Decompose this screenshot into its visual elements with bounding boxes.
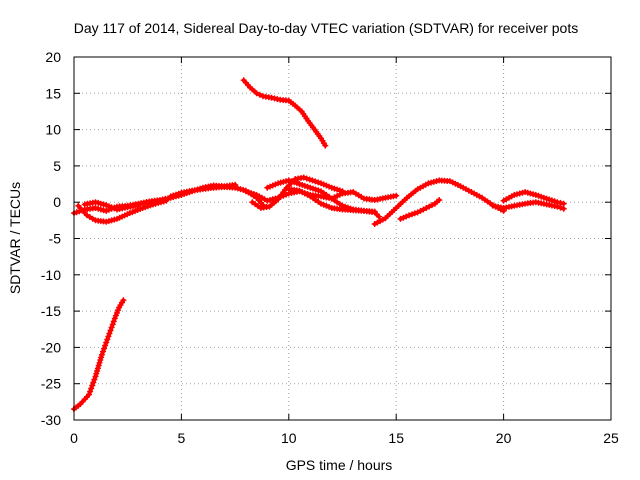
- data-point-marker: [406, 212, 413, 219]
- y-tick-label: 15: [45, 85, 61, 101]
- data-point-marker: [232, 181, 239, 188]
- data-point-marker: [274, 96, 281, 103]
- y-tick-label: 0: [53, 194, 61, 210]
- data-point-marker: [256, 91, 263, 98]
- tick-labels: 0 5 10 15 20 25 -30 -25 -20 -15 -10 -5 0 5 10 15 20: [41, 49, 619, 446]
- data-point-marker: [315, 179, 322, 186]
- series-arc-c: [81, 199, 142, 213]
- data-point-marker: [300, 174, 307, 181]
- data-point-marker: [107, 327, 114, 334]
- data-point-marker: [102, 342, 109, 349]
- data-point-marker: [101, 345, 108, 352]
- chart-title: Day 117 of 2014, Sidereal Day-to-day VTE…: [74, 20, 578, 36]
- y-tick-label: -5: [49, 231, 62, 247]
- data-point-marker: [371, 208, 378, 215]
- data-point-marker: [105, 333, 112, 340]
- data-point-marker: [100, 348, 106, 355]
- data-point-marker: [339, 188, 346, 195]
- data-point-marker: [87, 388, 94, 395]
- x-tick-label: 20: [496, 430, 512, 446]
- data-point-marker: [268, 94, 275, 101]
- data-point-marker: [303, 175, 310, 182]
- data-point-marker: [86, 391, 92, 398]
- series-trace: [241, 78, 328, 148]
- data-point-marker: [73, 209, 80, 216]
- data-point-marker: [409, 211, 415, 218]
- plot-series: [71, 77, 567, 413]
- x-tick-label: 15: [388, 430, 404, 446]
- data-point-marker: [104, 336, 111, 343]
- data-point-marker: [560, 200, 567, 207]
- data-point-marker: [88, 385, 95, 392]
- data-point-marker: [106, 330, 113, 337]
- series-arc-e: [178, 181, 239, 198]
- data-point-marker: [108, 324, 115, 331]
- data-point-marker: [309, 177, 316, 184]
- data-point-marker: [312, 178, 319, 185]
- data-point-marker: [94, 365, 101, 372]
- x-tick-label: 10: [281, 430, 297, 446]
- series-arc-high: [240, 77, 329, 149]
- data-point-marker: [163, 197, 170, 204]
- data-point-marker: [90, 379, 97, 386]
- y-tick-label: -15: [41, 303, 61, 319]
- data-point-marker: [98, 351, 105, 358]
- data-point-marker: [103, 207, 110, 214]
- data-point-marker: [436, 197, 443, 203]
- x-tick-label: 0: [70, 430, 78, 446]
- series-arc-f: [242, 188, 400, 204]
- y-tick-label: -30: [41, 412, 61, 428]
- data-point-marker: [108, 204, 115, 211]
- data-point-marker: [89, 382, 96, 389]
- data-point-marker: [400, 214, 407, 221]
- data-point-marker: [393, 192, 400, 199]
- data-point-marker: [91, 376, 98, 383]
- y-tick-label: 20: [45, 49, 61, 65]
- y-tick-label: -10: [41, 267, 61, 283]
- series-arc-b: [75, 197, 170, 225]
- series-arc-i: [285, 186, 378, 215]
- data-point-marker: [250, 191, 257, 197]
- series-arc-l: [489, 199, 567, 212]
- data-point-marker: [306, 176, 313, 183]
- data-point-marker: [403, 213, 410, 220]
- y-tick-label: 5: [53, 158, 61, 174]
- grid-lines: [74, 57, 611, 420]
- data-point-marker: [110, 318, 117, 325]
- plot-border: [73, 56, 612, 421]
- data-point-marker: [103, 339, 110, 346]
- y-tick-label: 10: [45, 122, 61, 138]
- y-tick-label: -25: [41, 376, 61, 392]
- data-point-marker: [178, 191, 185, 198]
- data-point-marker: [557, 199, 564, 206]
- y-tick-label: -20: [41, 339, 61, 355]
- data-point-marker: [135, 202, 142, 209]
- data-point-marker: [253, 90, 260, 97]
- data-point-marker: [376, 213, 382, 220]
- series-arc-k: [397, 197, 443, 222]
- data-point-marker: [120, 297, 127, 304]
- data-point-marker: [322, 142, 329, 149]
- data-point-marker: [411, 210, 418, 217]
- y-axis-title: SDTVAR / TECUs: [7, 182, 23, 294]
- x-tick-label: 25: [603, 430, 619, 446]
- x-axis-title: GPS time / hours: [286, 457, 393, 473]
- series-arc-m: [500, 189, 567, 207]
- data-point-marker: [109, 321, 116, 328]
- series-arc-low: [71, 297, 127, 413]
- data-point-marker: [103, 202, 110, 209]
- data-point-marker: [397, 215, 404, 222]
- x-tick-label: 5: [178, 430, 186, 446]
- data-point-marker: [108, 217, 115, 224]
- data-point-marker: [111, 315, 118, 322]
